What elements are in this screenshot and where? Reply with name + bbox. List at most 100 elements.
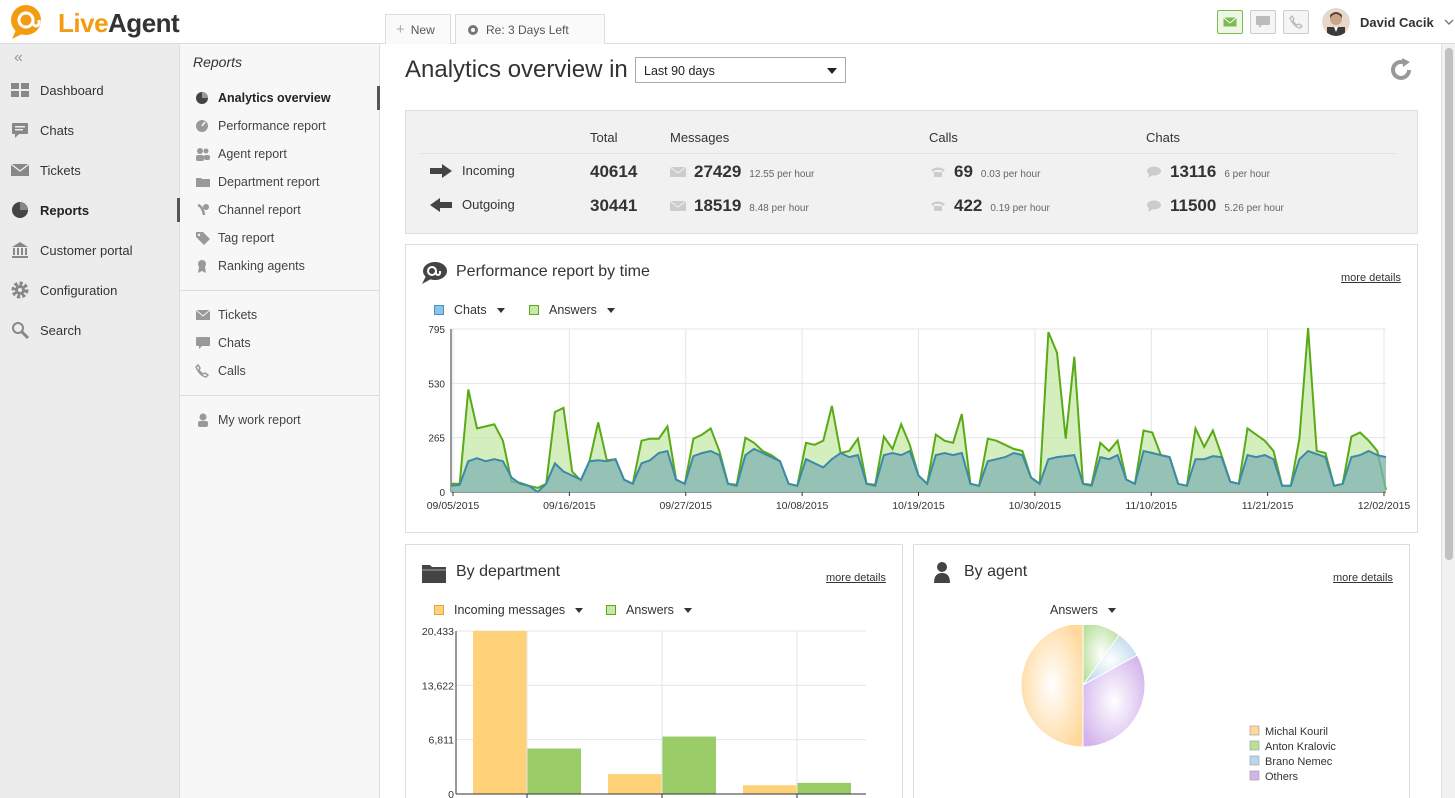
envelope-icon (11, 163, 29, 176)
subnav-item-tag-report[interactable]: Tag report (195, 224, 380, 252)
subnav-item-tickets[interactable]: Tickets (195, 301, 380, 329)
x-tick-label: 10/08/2015 (776, 500, 829, 512)
collapse-sidebar-icon[interactable]: « (14, 49, 23, 66)
subnav-item-performance-report[interactable]: Performance report (195, 112, 380, 140)
y-tick-label: 0 (448, 789, 454, 798)
speedometer-icon (196, 120, 208, 132)
x-tick-label: 09/16/2015 (543, 500, 596, 512)
chat-icon (12, 123, 28, 138)
department-card: By department more details Incoming mess… (405, 544, 903, 798)
subnav-item-agent-report[interactable]: Agent report (195, 140, 380, 168)
chevron-down-icon (1444, 19, 1454, 25)
subnav-item-ranking-agents[interactable]: Ranking agents (195, 252, 380, 280)
envelope-icon (670, 166, 686, 177)
caret-down-icon (1107, 607, 1116, 613)
pie-legend-swatch (1249, 740, 1260, 751)
main-content: Analytics overview in Last 90 days Total… (381, 44, 1441, 798)
subnav-item-calls[interactable]: Calls (195, 357, 380, 385)
x-tick-label: 12/02/2015 (1358, 500, 1411, 512)
subnav-divider (180, 395, 380, 396)
subnav-item-channel-report[interactable]: Channel report (195, 196, 380, 224)
reports-subnav: Reports Analytics overview Performance r… (180, 44, 380, 798)
sidebar-item-search[interactable]: Search (0, 310, 180, 350)
new-button[interactable]: + New (385, 14, 451, 44)
sidebar-item-reports[interactable]: Reports (0, 190, 180, 230)
subnav-item-my-work-report[interactable]: My work report (195, 406, 380, 434)
top-bar: LiveAgent + New Re: 3 Days Left David Ca… (0, 0, 1455, 44)
outgoing-chats: 11500 5.26 per hour (1146, 196, 1284, 216)
caret-down-icon (606, 307, 615, 313)
sidebar: « Dashboard Chats Tickets Reports Custom… (0, 44, 180, 798)
incoming-calls: 69 0.03 per hour (930, 162, 1040, 182)
folder-icon (422, 565, 446, 583)
performance-card: Performance report by time more details … (405, 244, 1418, 533)
user-icon (198, 413, 208, 427)
department-title: By department (456, 563, 561, 580)
pie-chart-icon (196, 92, 208, 104)
legend-dept-answers[interactable]: Answers (606, 603, 692, 617)
pie-legend-label: Michal Kouril (1265, 726, 1328, 738)
pie-legend-label: Others (1265, 771, 1299, 783)
users-icon (196, 148, 210, 161)
chat-bubble-icon (1147, 166, 1161, 178)
logo-bubble-icon (422, 262, 447, 284)
subnav-item-analytics-overview[interactable]: Analytics overview (195, 84, 380, 112)
header-total: Total (590, 130, 618, 145)
scrollbar-thumb[interactable] (1445, 48, 1453, 560)
legend-chats[interactable]: Chats (434, 303, 505, 317)
sidebar-item-configuration[interactable]: Configuration (0, 270, 180, 310)
pie-legend-swatch (1249, 755, 1260, 766)
agent-title: By agent (964, 563, 1028, 580)
legend-swatch (434, 305, 444, 315)
agent-metric-selector[interactable]: Answers (1050, 603, 1116, 617)
avatar (1322, 8, 1350, 36)
legend-answers[interactable]: Answers (529, 303, 615, 317)
subnav-item-chats[interactable]: Chats (195, 329, 380, 357)
trial-tab[interactable]: Re: 3 Days Left (455, 14, 605, 44)
incoming-messages: 27429 12.55 per hour (670, 162, 814, 182)
chats-series-area (451, 448, 1386, 492)
vertical-scrollbar[interactable] (1441, 44, 1455, 798)
subnav-item-department-report[interactable]: Department report (195, 168, 380, 196)
chat-status-button[interactable] (1250, 10, 1276, 34)
channel-icon (197, 203, 209, 216)
telephone-icon (931, 167, 945, 177)
telephone-icon (931, 201, 945, 211)
x-tick-label: 11/10/2015 (1125, 500, 1177, 512)
phone-status-button[interactable] (1283, 10, 1309, 34)
y-tick-label: 13,622 (422, 680, 454, 692)
caret-down-icon (575, 607, 584, 613)
bar-incoming (608, 774, 662, 794)
sidebar-item-tickets[interactable]: Tickets (0, 150, 180, 190)
phone-icon (195, 364, 210, 378)
date-range-select[interactable]: Last 90 days (635, 57, 846, 83)
liveagent-logo[interactable]: LiveAgent (8, 4, 180, 40)
email-status-button[interactable] (1217, 10, 1243, 34)
phone-icon (1289, 15, 1303, 29)
plus-icon: + (396, 21, 405, 38)
performance-more-details-link[interactable]: more details (1341, 272, 1401, 284)
chat-bubble-icon (1147, 200, 1161, 212)
agent-more-details-link[interactable]: more details (1333, 572, 1393, 584)
sidebar-item-dashboard[interactable]: Dashboard (0, 70, 180, 110)
header-chats: Chats (1146, 130, 1180, 145)
y-tick-label: 6,811 (429, 735, 455, 747)
search-icon (12, 322, 29, 339)
performance-area-chart: 795 530 265 009/05/2015 09/16/2015 09/27/2015… (427, 325, 1411, 512)
sidebar-item-customer-portal[interactable]: Customer portal (0, 230, 180, 270)
department-more-details-link[interactable]: more details (826, 572, 886, 584)
pie-chart-icon (12, 202, 28, 218)
legend-swatch (434, 605, 444, 615)
x-tick-label: 09/05/2015 (427, 500, 480, 512)
pie-slice (1020, 625, 1084, 748)
sidebar-item-chats[interactable]: Chats (0, 110, 180, 150)
user-menu[interactable]: David Cacik (1322, 8, 1454, 36)
refresh-icon[interactable] (1387, 56, 1415, 84)
bar-answers (527, 748, 581, 794)
envelope-icon (670, 200, 686, 211)
pie-legend-label: Brano Nemec (1265, 756, 1333, 768)
legend-incoming-messages[interactable]: Incoming messages (434, 603, 584, 617)
envelope-icon (195, 309, 211, 320)
pie-slice (1082, 654, 1146, 748)
legend-swatch (529, 305, 539, 315)
